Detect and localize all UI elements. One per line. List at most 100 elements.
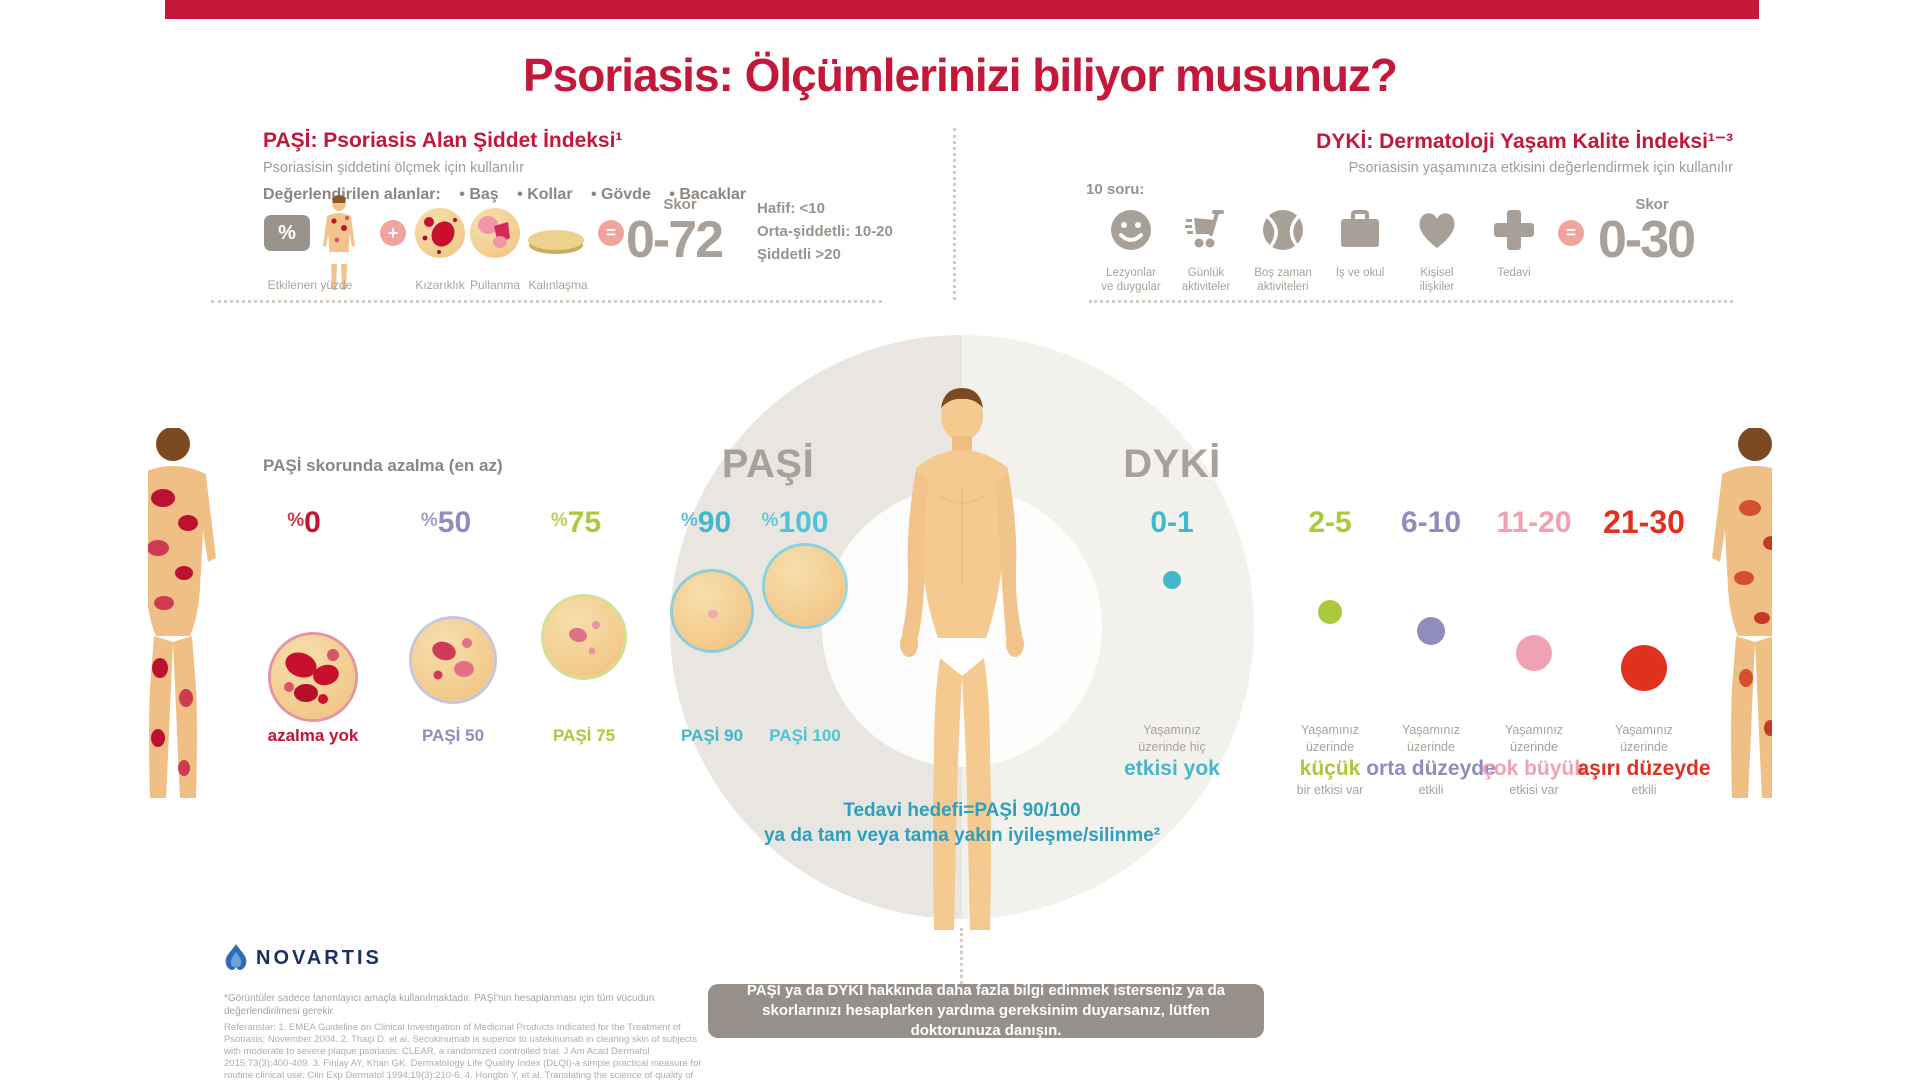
- dlqi-desc-1: Yaşamınız üzerinde küçük bir etkisi var: [1296, 723, 1364, 797]
- dlqi-range-2: 6-10: [1400, 506, 1462, 539]
- pasi-scale-label-4: PAŞİ 100: [769, 726, 841, 745]
- percent-symbol: %: [278, 221, 296, 244]
- pasi-area-arms: • Kollar: [517, 186, 573, 203]
- severity-severe: Şiddetli >20: [757, 246, 841, 263]
- pasi-area-head: • Baş: [459, 186, 499, 203]
- equals-glyph: =: [606, 223, 616, 242]
- top-center-divider: [953, 128, 956, 300]
- novartis-flame-icon: [225, 944, 247, 970]
- dlqi-equals-operator-icon: =: [1558, 220, 1584, 246]
- treatment-goal-line1: Tedavi hedefi=PAŞİ 90/100: [843, 800, 1081, 821]
- pasi-sample-circle-3: [673, 572, 751, 650]
- pasi-scale-label-1: PAŞİ 50: [421, 726, 485, 745]
- dlqi-score-range: 0-30: [1598, 211, 1696, 269]
- pasi-heading: PAŞİ: Psoriasis Alan Şiddet İndeksi¹: [263, 129, 623, 152]
- tennis-ball-icon: [1263, 210, 1303, 250]
- thickness-label: Kalınlaşma: [528, 278, 588, 292]
- dlqi-dot-4: [1621, 645, 1667, 691]
- left-edge-psoriasis-figure: [148, 428, 216, 800]
- pasi-sample-circle-4: [765, 546, 845, 626]
- dlqi-label-daily: Günlük aktiviteler: [1181, 267, 1231, 293]
- disclaimer-text: *Görüntüler sadece tanımlayıcı amaçla ku…: [224, 993, 655, 1017]
- dlqi-score-label: Skor: [1635, 196, 1669, 213]
- pasi-scale-label-3: PAŞİ 90: [680, 726, 744, 745]
- severity-mild: Hafif: <10: [757, 200, 825, 217]
- pasi-sample-circle-0: [271, 635, 355, 719]
- center-dlqi-word: DYKİ: [1123, 442, 1221, 486]
- right-edge-psoriasis-figure: [1712, 428, 1772, 800]
- medical-cross-icon: [1494, 210, 1534, 250]
- dlqi-dot-0: [1163, 571, 1181, 589]
- pasi-divider: [211, 300, 882, 303]
- doctor-info-text: PAŞİ ya da DYKİ hakkında daha fazla bilg…: [746, 982, 1226, 1039]
- dlqi-label-leisure: Boş zaman aktiviteleri: [1254, 267, 1312, 293]
- heart-icon: [1419, 213, 1455, 248]
- top-accent-bar: [165, 0, 1759, 19]
- novartis-wordmark: NOVARTIS: [256, 946, 382, 969]
- severity-moderate: Orta-şiddetli: 10-20: [757, 223, 893, 240]
- briefcase-icon: [1341, 210, 1379, 247]
- page-title: Psoriasis: Ölçümlerinizi biliyor musunuz…: [522, 49, 1398, 101]
- pasi-area-trunk: • Gövde: [591, 186, 651, 203]
- dlqi-desc-0: Yaşamınız üzerinde hiç etkisi yok: [1124, 723, 1220, 780]
- pasi-scale-percent-2: %75: [550, 506, 602, 539]
- pasi-scale-percent-4: %100: [761, 506, 829, 539]
- dlqi-questions-label: 10 soru:: [1086, 181, 1145, 198]
- plus-operator-icon: +: [380, 220, 406, 246]
- redness-label: Kızarıklık: [415, 278, 465, 292]
- pasi-sample-circle-1: [412, 619, 494, 701]
- dlqi-divider: [1089, 300, 1733, 303]
- equals-operator-icon: =: [598, 220, 624, 246]
- shopping-cart-icon: [1185, 210, 1224, 248]
- smiley-icon: [1111, 210, 1151, 250]
- affected-body-icon: [323, 195, 355, 290]
- dlqi-range-4: 21-30: [1603, 504, 1685, 540]
- pasi-scale-label-2: PAŞİ 75: [552, 726, 616, 745]
- dlqi-dot-1: [1318, 600, 1342, 624]
- dlqi-dot-3: [1516, 635, 1552, 671]
- pasi-sample-circle-2: [544, 597, 624, 677]
- pasi-scale-title: PAŞİ skorunda azalma (en az): [263, 456, 503, 475]
- thickness-sample-icon: [528, 230, 584, 250]
- dlqi-subheading: Psoriasisin yaşamınıza etkisini değerlen…: [1348, 160, 1733, 176]
- dlqi-range-1: 2-5: [1308, 506, 1352, 539]
- dlqi-label-treatment: Tedavi: [1497, 267, 1531, 279]
- dlqi-dot-2: [1417, 617, 1445, 645]
- scaling-label: Pullanma: [469, 278, 521, 292]
- plus-glyph: +: [387, 222, 399, 243]
- pasi-areas-line: Değerlendirilen alanlar: • Baş • Kollar …: [263, 186, 760, 204]
- novartis-logo: NOVARTIS: [224, 944, 382, 972]
- references-text: Referanslar: 1. EMEA Guideline on Clinic…: [224, 1022, 702, 1080]
- pasi-scale-percent-0: %0: [287, 506, 321, 539]
- doctor-info-box: PAŞİ ya da DYKİ hakkında daha fazla bilg…: [708, 982, 1264, 1039]
- dlqi-label-personal: Kişisel ilişkiler: [1419, 267, 1455, 293]
- dlqi-desc-3: Yaşamınız üzerinde çok büyük etkisi var: [1482, 723, 1586, 797]
- pasi-severity-legend: Hafif: <10 Orta-şiddetli: 10-20 Şiddetli…: [757, 197, 893, 266]
- dlqi-desc-2: Yaşamınız üzerinde orta düzeyde etkili: [1366, 723, 1496, 797]
- dlqi-heading: DYKİ: Dermatoloji Yaşam Kalite İndeksi¹⁻…: [1316, 130, 1733, 153]
- center-body-figure: [900, 388, 1024, 930]
- pasi-subheading: Psoriasisin şiddetini ölçmek için kullan…: [263, 160, 525, 176]
- pasi-scale-percent-3: %90: [680, 506, 732, 539]
- pasi-area-legs: • Bacaklar: [669, 186, 747, 203]
- percent-badge-icon: %: [264, 215, 310, 251]
- dlqi-equals-glyph: =: [1566, 223, 1576, 242]
- dlqi-label-work: İş ve okul: [1335, 267, 1385, 279]
- pasi-scale-label-0: azalma yok: [267, 726, 359, 745]
- scaling-sample-icon: [470, 208, 520, 258]
- treatment-goal: Tedavi hedefi=PAŞİ 90/100 ya da tam veya…: [702, 798, 1222, 848]
- dlqi-label-lesions: Lezyonlar ve duygular: [1101, 267, 1161, 293]
- pasi-scale-percent-1: %50: [420, 506, 472, 539]
- redness-sample-icon: [415, 208, 465, 258]
- affected-percent-label: Etkilenen yüzde: [267, 278, 353, 292]
- treatment-goal-line2: ya da tam veya tama yakın iyileşme/silin…: [763, 825, 1161, 846]
- pasi-score-label: Skor: [663, 196, 697, 213]
- pasi-areas-label: Değerlendirilen alanlar:: [263, 186, 441, 203]
- center-pasi-word: PAŞİ: [721, 442, 815, 486]
- pasi-score-range: 0-72: [626, 211, 724, 269]
- dlqi-range-3: 11-20: [1496, 506, 1572, 539]
- bottom-center-divider: [960, 928, 963, 984]
- dlqi-desc-4: Yaşamınız üzerinde aşırı düzeyde etkili: [1577, 723, 1711, 797]
- dlqi-range-0: 0-1: [1150, 506, 1194, 539]
